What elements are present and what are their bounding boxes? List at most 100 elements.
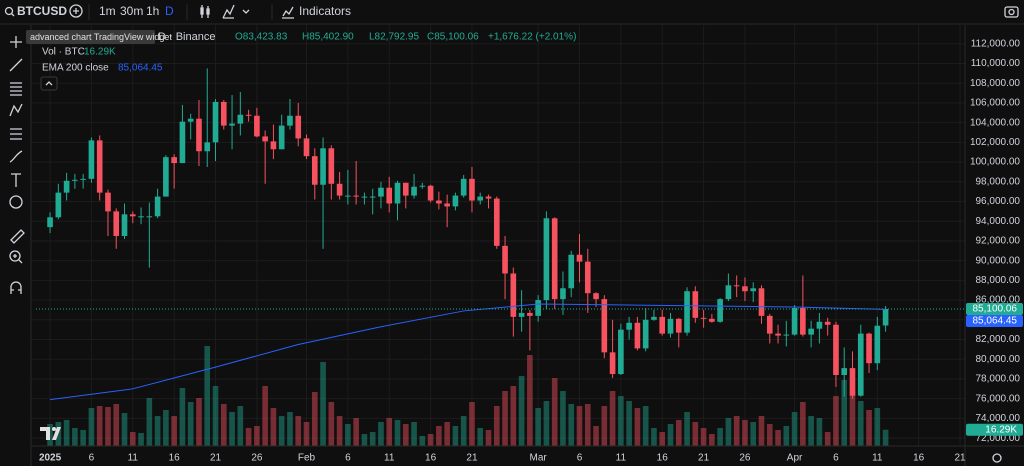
settings-button[interactable] (992, 453, 1002, 463)
candle-body (444, 203, 450, 207)
x-tick-label: 11 (128, 453, 139, 464)
indicators-button[interactable]: Indicators (299, 4, 351, 18)
pattern-tool[interactable] (9, 103, 23, 117)
candle-body (88, 140, 95, 179)
candles-icon[interactable] (200, 5, 210, 18)
fib-tool[interactable] (10, 82, 22, 96)
candle-body (278, 125, 285, 150)
candle-body (642, 319, 649, 349)
volume-badge (966, 423, 1023, 436)
volume-bar (386, 418, 393, 446)
volume-bar (460, 416, 467, 446)
search-icon[interactable] (4, 6, 14, 16)
candle-body (411, 186, 417, 196)
volume-bar (270, 408, 277, 446)
tooltip-text: advanced chart TradingView widget (30, 32, 172, 42)
volume-bar (857, 401, 864, 446)
y-tick-label: 112,000.00 (971, 38, 1021, 49)
y-tick-label: 104,000.00 (970, 117, 1020, 128)
volume-legend: Vol · BTC (42, 47, 85, 58)
ema-label: 85,064.45 (973, 316, 1018, 327)
candle-body (667, 318, 674, 334)
trend-line-tool[interactable] (9, 58, 23, 72)
candle-body (560, 288, 566, 300)
volume-bar (394, 420, 401, 446)
y-tick-label: 88,000.00 (976, 275, 1021, 286)
candle-body (436, 200, 442, 204)
indicators-icon[interactable] (282, 6, 294, 19)
interval[interactable]: 1m (99, 4, 116, 18)
magnet-tool[interactable] (10, 281, 22, 294)
volume-bar (196, 398, 202, 446)
volume-bar (105, 407, 111, 446)
candle-body (750, 288, 757, 292)
brush-tool[interactable] (9, 150, 23, 163)
volume-bar (96, 406, 103, 446)
chart-type-icon[interactable] (222, 4, 235, 19)
candle-body (568, 254, 575, 289)
y-tick-label: 98,000.00 (976, 176, 1021, 187)
volume-bar (154, 416, 161, 446)
candle-body (303, 138, 310, 157)
collapse-icon (45, 81, 53, 86)
tradingview-logo[interactable] (40, 427, 61, 440)
candle-body (80, 178, 86, 180)
volume-bar (717, 428, 723, 446)
volume-legend-value: 16.29K (84, 47, 116, 58)
y-tick-label: 74,000.00 (976, 413, 1021, 424)
candle-body (849, 368, 856, 396)
volume-bar (659, 432, 666, 446)
volume-bar (510, 386, 517, 446)
volume-bar (402, 424, 409, 446)
candle-body (452, 195, 459, 207)
measure-tool[interactable] (10, 229, 25, 244)
volume-bar (593, 426, 599, 446)
candle-body (204, 142, 211, 152)
snapshot-lens (1008, 8, 1015, 16)
collapse-legend[interactable] (40, 76, 58, 91)
text-tool[interactable] (11, 173, 21, 187)
axes: 72,000.00 74,000.00 76,000.00 78,000.00 80,0… (31, 25, 1024, 466)
candle-body (96, 140, 103, 193)
interval-active[interactable]: D (165, 4, 174, 18)
volume-bar (709, 434, 715, 446)
volume-bar (626, 401, 632, 446)
volume-bar (204, 346, 211, 446)
volume-bar (469, 402, 475, 446)
compare-button[interactable] (69, 4, 83, 18)
candle-body (717, 299, 723, 322)
legend-high: H85,402.90 (302, 32, 354, 43)
y-tick-label: 76,000.00 (976, 393, 1021, 404)
interval[interactable]: 30m (120, 4, 143, 18)
volume-bar (345, 424, 351, 446)
candle-body (138, 216, 144, 218)
interval[interactable]: 1h (146, 4, 159, 18)
candle-body (262, 136, 268, 142)
volume-bar (849, 391, 856, 446)
candle-body (783, 334, 790, 336)
candle-body (675, 318, 682, 333)
candle-body (320, 148, 326, 185)
symbol[interactable]: BTCUSD (17, 4, 67, 18)
volume-bar (833, 396, 839, 446)
candle-body (766, 315, 773, 334)
candle-body (692, 291, 699, 318)
candle-body (245, 114, 252, 116)
snapshot-button[interactable] (1004, 6, 1019, 18)
candle-body (502, 245, 508, 274)
crosshair-tool[interactable] (10, 36, 22, 48)
candle-body (857, 333, 864, 396)
volume-bar (444, 422, 450, 446)
candle-body (518, 312, 525, 317)
prediction-tool[interactable] (10, 128, 22, 140)
last-price-label: 85,100.06 (973, 304, 1018, 315)
chart-type-menu[interactable] (242, 9, 250, 14)
candle-body (369, 196, 376, 198)
x-tick-label: 26 (251, 453, 263, 464)
icon-tool[interactable] (9, 195, 23, 209)
zoom-tool[interactable] (9, 250, 21, 262)
volume-bar (146, 398, 153, 446)
x-tick-label: 11 (384, 453, 395, 464)
volume-bar (278, 416, 285, 446)
ema-line (49, 303, 886, 401)
